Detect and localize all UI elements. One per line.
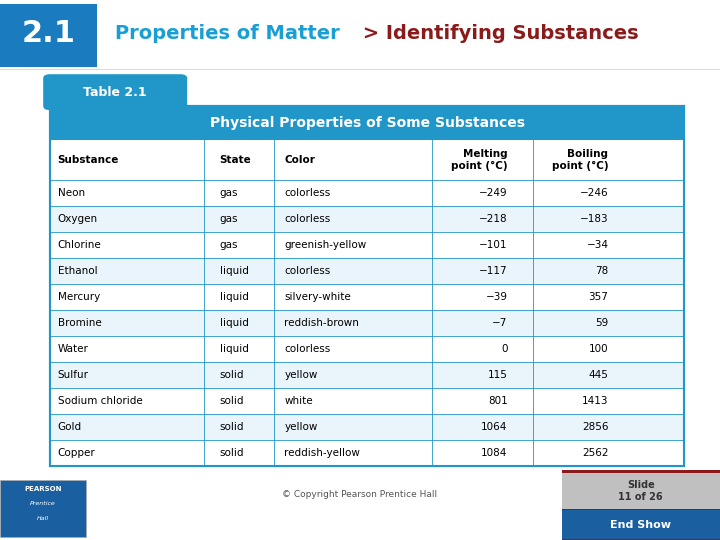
Text: 2562: 2562	[582, 448, 608, 458]
Text: colorless: colorless	[284, 266, 330, 276]
Text: 115: 115	[487, 370, 508, 380]
Text: > Identifying Substances: > Identifying Substances	[356, 24, 639, 43]
Text: 2.1: 2.1	[22, 19, 76, 48]
Text: gas: gas	[220, 188, 238, 198]
Bar	[50, 180, 684, 206]
Text: −117: −117	[479, 266, 508, 276]
Text: solid: solid	[220, 370, 244, 380]
Text: liquid: liquid	[220, 318, 248, 328]
Text: −218: −218	[479, 214, 508, 224]
Bar	[50, 232, 684, 258]
Text: 2856: 2856	[582, 422, 608, 432]
Text: 1084: 1084	[481, 448, 508, 458]
Text: Gold: Gold	[58, 422, 82, 432]
Text: State: State	[220, 155, 251, 165]
Text: Color: Color	[284, 155, 315, 165]
Text: Ethanol: Ethanol	[58, 266, 97, 276]
Text: 1413: 1413	[582, 396, 608, 406]
Text: End Show: End Show	[611, 519, 671, 530]
Text: gas: gas	[220, 240, 238, 250]
Text: solid: solid	[220, 396, 244, 406]
Bar	[50, 440, 684, 466]
Text: © Copyright Pearson Prentice Hall: © Copyright Pearson Prentice Hall	[282, 490, 438, 499]
Text: −39: −39	[485, 292, 508, 302]
Bar	[50, 362, 684, 388]
Text: 100: 100	[589, 344, 608, 354]
Bar	[50, 336, 684, 362]
Text: Oxygen: Oxygen	[58, 214, 98, 224]
Text: −246: −246	[580, 188, 608, 198]
Bar	[50, 106, 684, 140]
Text: −249: −249	[479, 188, 508, 198]
Text: Substance: Substance	[58, 155, 119, 165]
FancyBboxPatch shape	[562, 510, 720, 539]
Text: Sulfur: Sulfur	[58, 370, 89, 380]
Text: 445: 445	[588, 370, 608, 380]
Text: Mercury: Mercury	[58, 292, 100, 302]
Text: −34: −34	[586, 240, 608, 250]
Text: Properties of Matter: Properties of Matter	[115, 24, 340, 43]
FancyBboxPatch shape	[0, 480, 86, 537]
Text: Neon: Neon	[58, 188, 85, 198]
Text: liquid: liquid	[220, 292, 248, 302]
Text: PEARSON: PEARSON	[24, 487, 62, 492]
Text: white: white	[284, 396, 313, 406]
Bar	[50, 284, 684, 310]
Bar	[50, 388, 684, 414]
Text: 1064: 1064	[481, 422, 508, 432]
Bar	[50, 310, 684, 336]
Text: Physical Properties of Some Substances: Physical Properties of Some Substances	[210, 116, 525, 130]
Text: Slide
11 of 26: Slide 11 of 26	[618, 480, 663, 502]
Bar	[50, 414, 684, 440]
Text: yellow: yellow	[284, 370, 318, 380]
Text: Bromine: Bromine	[58, 318, 102, 328]
Bar	[50, 140, 684, 180]
Text: liquid: liquid	[220, 266, 248, 276]
Text: Prentice: Prentice	[30, 501, 56, 506]
Text: yellow: yellow	[284, 422, 318, 432]
Text: Melting
point (°C): Melting point (°C)	[451, 149, 508, 171]
Text: colorless: colorless	[284, 188, 330, 198]
Text: solid: solid	[220, 422, 244, 432]
FancyBboxPatch shape	[50, 106, 684, 466]
Text: Sodium chloride: Sodium chloride	[58, 396, 143, 406]
Text: reddish-yellow: reddish-yellow	[284, 448, 360, 458]
FancyBboxPatch shape	[562, 472, 720, 509]
Text: colorless: colorless	[284, 344, 330, 354]
Text: −183: −183	[580, 214, 608, 224]
Text: −101: −101	[479, 240, 508, 250]
Text: 0: 0	[501, 344, 508, 354]
Text: Boiling
point (°C): Boiling point (°C)	[552, 149, 608, 171]
Text: Hall: Hall	[37, 516, 49, 522]
Text: Water: Water	[58, 344, 89, 354]
FancyBboxPatch shape	[0, 4, 97, 68]
Text: reddish-brown: reddish-brown	[284, 318, 359, 328]
Text: 801: 801	[488, 396, 508, 406]
Text: −7: −7	[492, 318, 508, 328]
Text: colorless: colorless	[284, 214, 330, 224]
Text: silvery-white: silvery-white	[284, 292, 351, 302]
Text: greenish-yellow: greenish-yellow	[284, 240, 366, 250]
Text: solid: solid	[220, 448, 244, 458]
FancyBboxPatch shape	[43, 74, 187, 110]
Text: Chlorine: Chlorine	[58, 240, 102, 250]
Text: 357: 357	[588, 292, 608, 302]
Bar	[562, 470, 720, 540]
Bar	[50, 206, 684, 232]
Text: 78: 78	[595, 266, 608, 276]
Text: gas: gas	[220, 214, 238, 224]
Text: 59: 59	[595, 318, 608, 328]
Bar	[50, 258, 684, 284]
Text: Copper: Copper	[58, 448, 95, 458]
Text: Table 2.1: Table 2.1	[84, 86, 147, 99]
Text: liquid: liquid	[220, 344, 248, 354]
